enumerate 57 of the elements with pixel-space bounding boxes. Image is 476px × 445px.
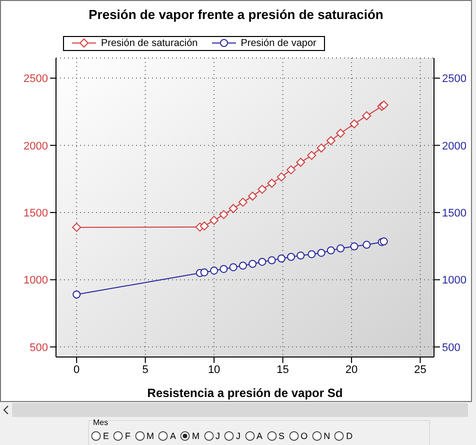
legend-label: Presión de saturación xyxy=(100,38,198,48)
point xyxy=(307,150,316,160)
point xyxy=(277,254,286,262)
point xyxy=(362,111,372,120)
point xyxy=(336,128,346,138)
x-tick-label: 25 xyxy=(414,364,426,376)
point xyxy=(317,248,326,257)
point xyxy=(336,244,345,252)
point xyxy=(316,144,326,153)
x-tick-label: 0 xyxy=(74,364,80,376)
y2-tick-label: 1000 xyxy=(442,274,466,287)
point xyxy=(238,198,248,207)
x-tick-label: 15 xyxy=(276,364,289,376)
point xyxy=(200,221,209,230)
point xyxy=(258,258,266,266)
point xyxy=(220,264,228,273)
point xyxy=(258,184,267,194)
y-tick-label: 1500 xyxy=(24,207,48,220)
y2-tick-label: 1500 xyxy=(442,207,466,220)
y2-tick-label: 2500 xyxy=(442,73,466,86)
x-tick-label: 20 xyxy=(345,364,358,376)
point xyxy=(326,136,336,146)
y2-tick-label: 500 xyxy=(442,342,460,354)
y-tick-label: 2500 xyxy=(24,73,48,86)
point xyxy=(229,263,238,272)
point xyxy=(326,246,335,254)
point xyxy=(287,252,296,261)
point xyxy=(72,222,82,232)
point xyxy=(248,192,258,201)
y-tick-label: 1000 xyxy=(24,274,48,287)
legend-label: Presión de vapor xyxy=(240,38,316,48)
point xyxy=(362,240,371,249)
point xyxy=(200,268,208,276)
point xyxy=(72,290,81,299)
point xyxy=(308,250,316,258)
radio-group: Mes E F M A M J J A S O N D xyxy=(88,420,430,445)
point xyxy=(238,262,247,270)
x-tick-label: 5 xyxy=(142,364,148,376)
y-tick-label: 500 xyxy=(30,342,48,354)
point xyxy=(286,165,296,174)
point xyxy=(296,252,305,260)
point xyxy=(296,158,306,167)
point xyxy=(210,266,218,275)
point xyxy=(350,119,359,128)
x-tick-label: 10 xyxy=(208,364,220,376)
y-tick-label: 2000 xyxy=(24,140,48,152)
y2-tick-label: 2000 xyxy=(442,140,466,152)
point xyxy=(210,216,219,225)
point xyxy=(228,204,238,214)
x-axis-title: Resistencia a presión de vapor Sd xyxy=(147,386,343,400)
point xyxy=(219,210,228,220)
chart-title: Presión de vapor frente a presión de saturación xyxy=(88,7,384,22)
point xyxy=(248,260,257,268)
point xyxy=(268,256,276,264)
point xyxy=(276,172,286,182)
point xyxy=(267,178,276,188)
point xyxy=(350,242,358,250)
